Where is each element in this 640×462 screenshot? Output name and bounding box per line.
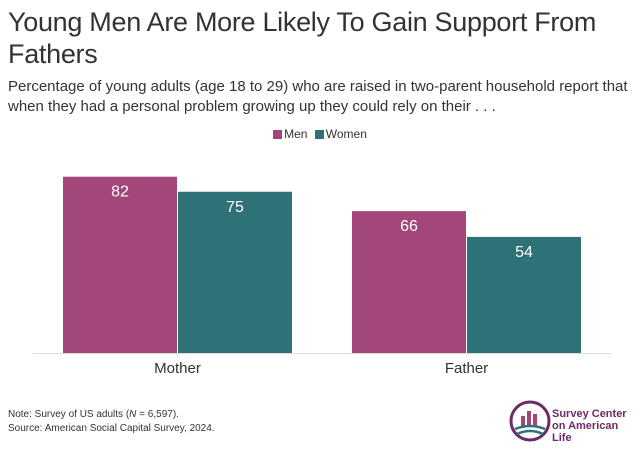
bar-men-father bbox=[352, 211, 466, 353]
data-label-women-mother: 75 bbox=[226, 199, 244, 216]
source-line: Source: American Social Capital Survey, … bbox=[8, 423, 215, 434]
chart-subtitle: Percentage of young adults (age 18 to 29… bbox=[8, 78, 628, 115]
note-line: Note: Survey of US adults (N = 6,597). bbox=[8, 408, 215, 422]
bar-chart: 82 75 Mother 66 54 Father bbox=[33, 176, 612, 377]
legend-label-women: Women bbox=[325, 127, 367, 141]
chart-note: Note: Survey of US adults (N = 6,597). S… bbox=[8, 408, 215, 436]
data-label-men-father: 66 bbox=[400, 218, 418, 235]
legend-item-men: Men bbox=[273, 127, 307, 141]
chart-title: Young Men Are More Likely To Gain Suppor… bbox=[8, 7, 597, 69]
logo-text: Survey Center on American Life bbox=[552, 408, 636, 444]
bar-men-mother bbox=[63, 176, 177, 353]
data-label-men-mother: 82 bbox=[111, 184, 129, 201]
logo-icon bbox=[509, 400, 551, 442]
note-n-symbol: N bbox=[129, 409, 137, 420]
logo-text-line2: on American Life bbox=[552, 420, 619, 444]
survey-center-logo: Survey Center on American Life bbox=[508, 398, 636, 444]
bar-women-mother bbox=[178, 191, 292, 353]
logo-text-line1: Survey Center bbox=[552, 408, 627, 420]
legend-swatch-women bbox=[314, 130, 324, 139]
legend-item-women: Women bbox=[314, 127, 367, 141]
note-prefix: Note: Survey of US adults ( bbox=[8, 409, 130, 420]
legend: Men Women bbox=[0, 127, 640, 141]
legend-label-men: Men bbox=[284, 127, 308, 141]
bar-women-father bbox=[467, 236, 581, 353]
x-tick-label-father: Father bbox=[445, 360, 488, 377]
legend-swatch-men bbox=[273, 130, 283, 139]
data-label-women-father: 54 bbox=[515, 244, 533, 261]
x-tick-label-mother: Mother bbox=[154, 360, 201, 377]
note-suffix: = 6,597). bbox=[136, 409, 179, 420]
